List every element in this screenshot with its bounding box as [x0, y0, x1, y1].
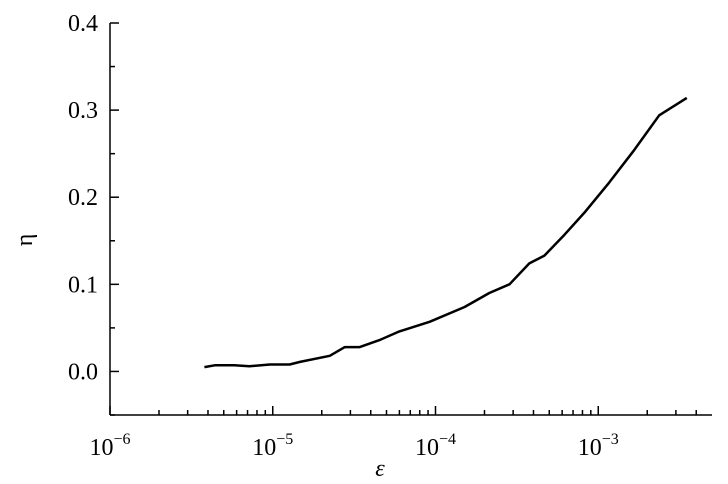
x-tick-base: 10 — [89, 435, 113, 461]
y-tick-label: 0.0 — [68, 359, 98, 385]
x-tick-base: 10 — [415, 435, 439, 461]
x-axis-label: ε — [375, 456, 385, 482]
x-tick-label: 10−4 — [415, 431, 456, 461]
y-tick-label: 0.4 — [68, 11, 98, 37]
x-tick-exponent: −3 — [602, 431, 619, 448]
y-tick-label: 0.2 — [68, 185, 98, 211]
y-tick-label: 0.1 — [68, 272, 98, 298]
x-tick-base: 10 — [252, 435, 276, 461]
x-tick-base: 10 — [578, 435, 602, 461]
x-tick-exponent: −4 — [439, 431, 456, 448]
x-tick-exponent: −6 — [113, 431, 130, 448]
y-tick-label: 0.3 — [68, 98, 98, 124]
y-axis-label: η — [12, 234, 38, 247]
data-line — [204, 96, 688, 369]
x-tick-label: 10−5 — [252, 431, 293, 461]
x-tick-label: 10−3 — [578, 431, 619, 461]
x-tick-exponent: −5 — [276, 431, 293, 448]
x-tick-label: 10−6 — [89, 431, 130, 461]
